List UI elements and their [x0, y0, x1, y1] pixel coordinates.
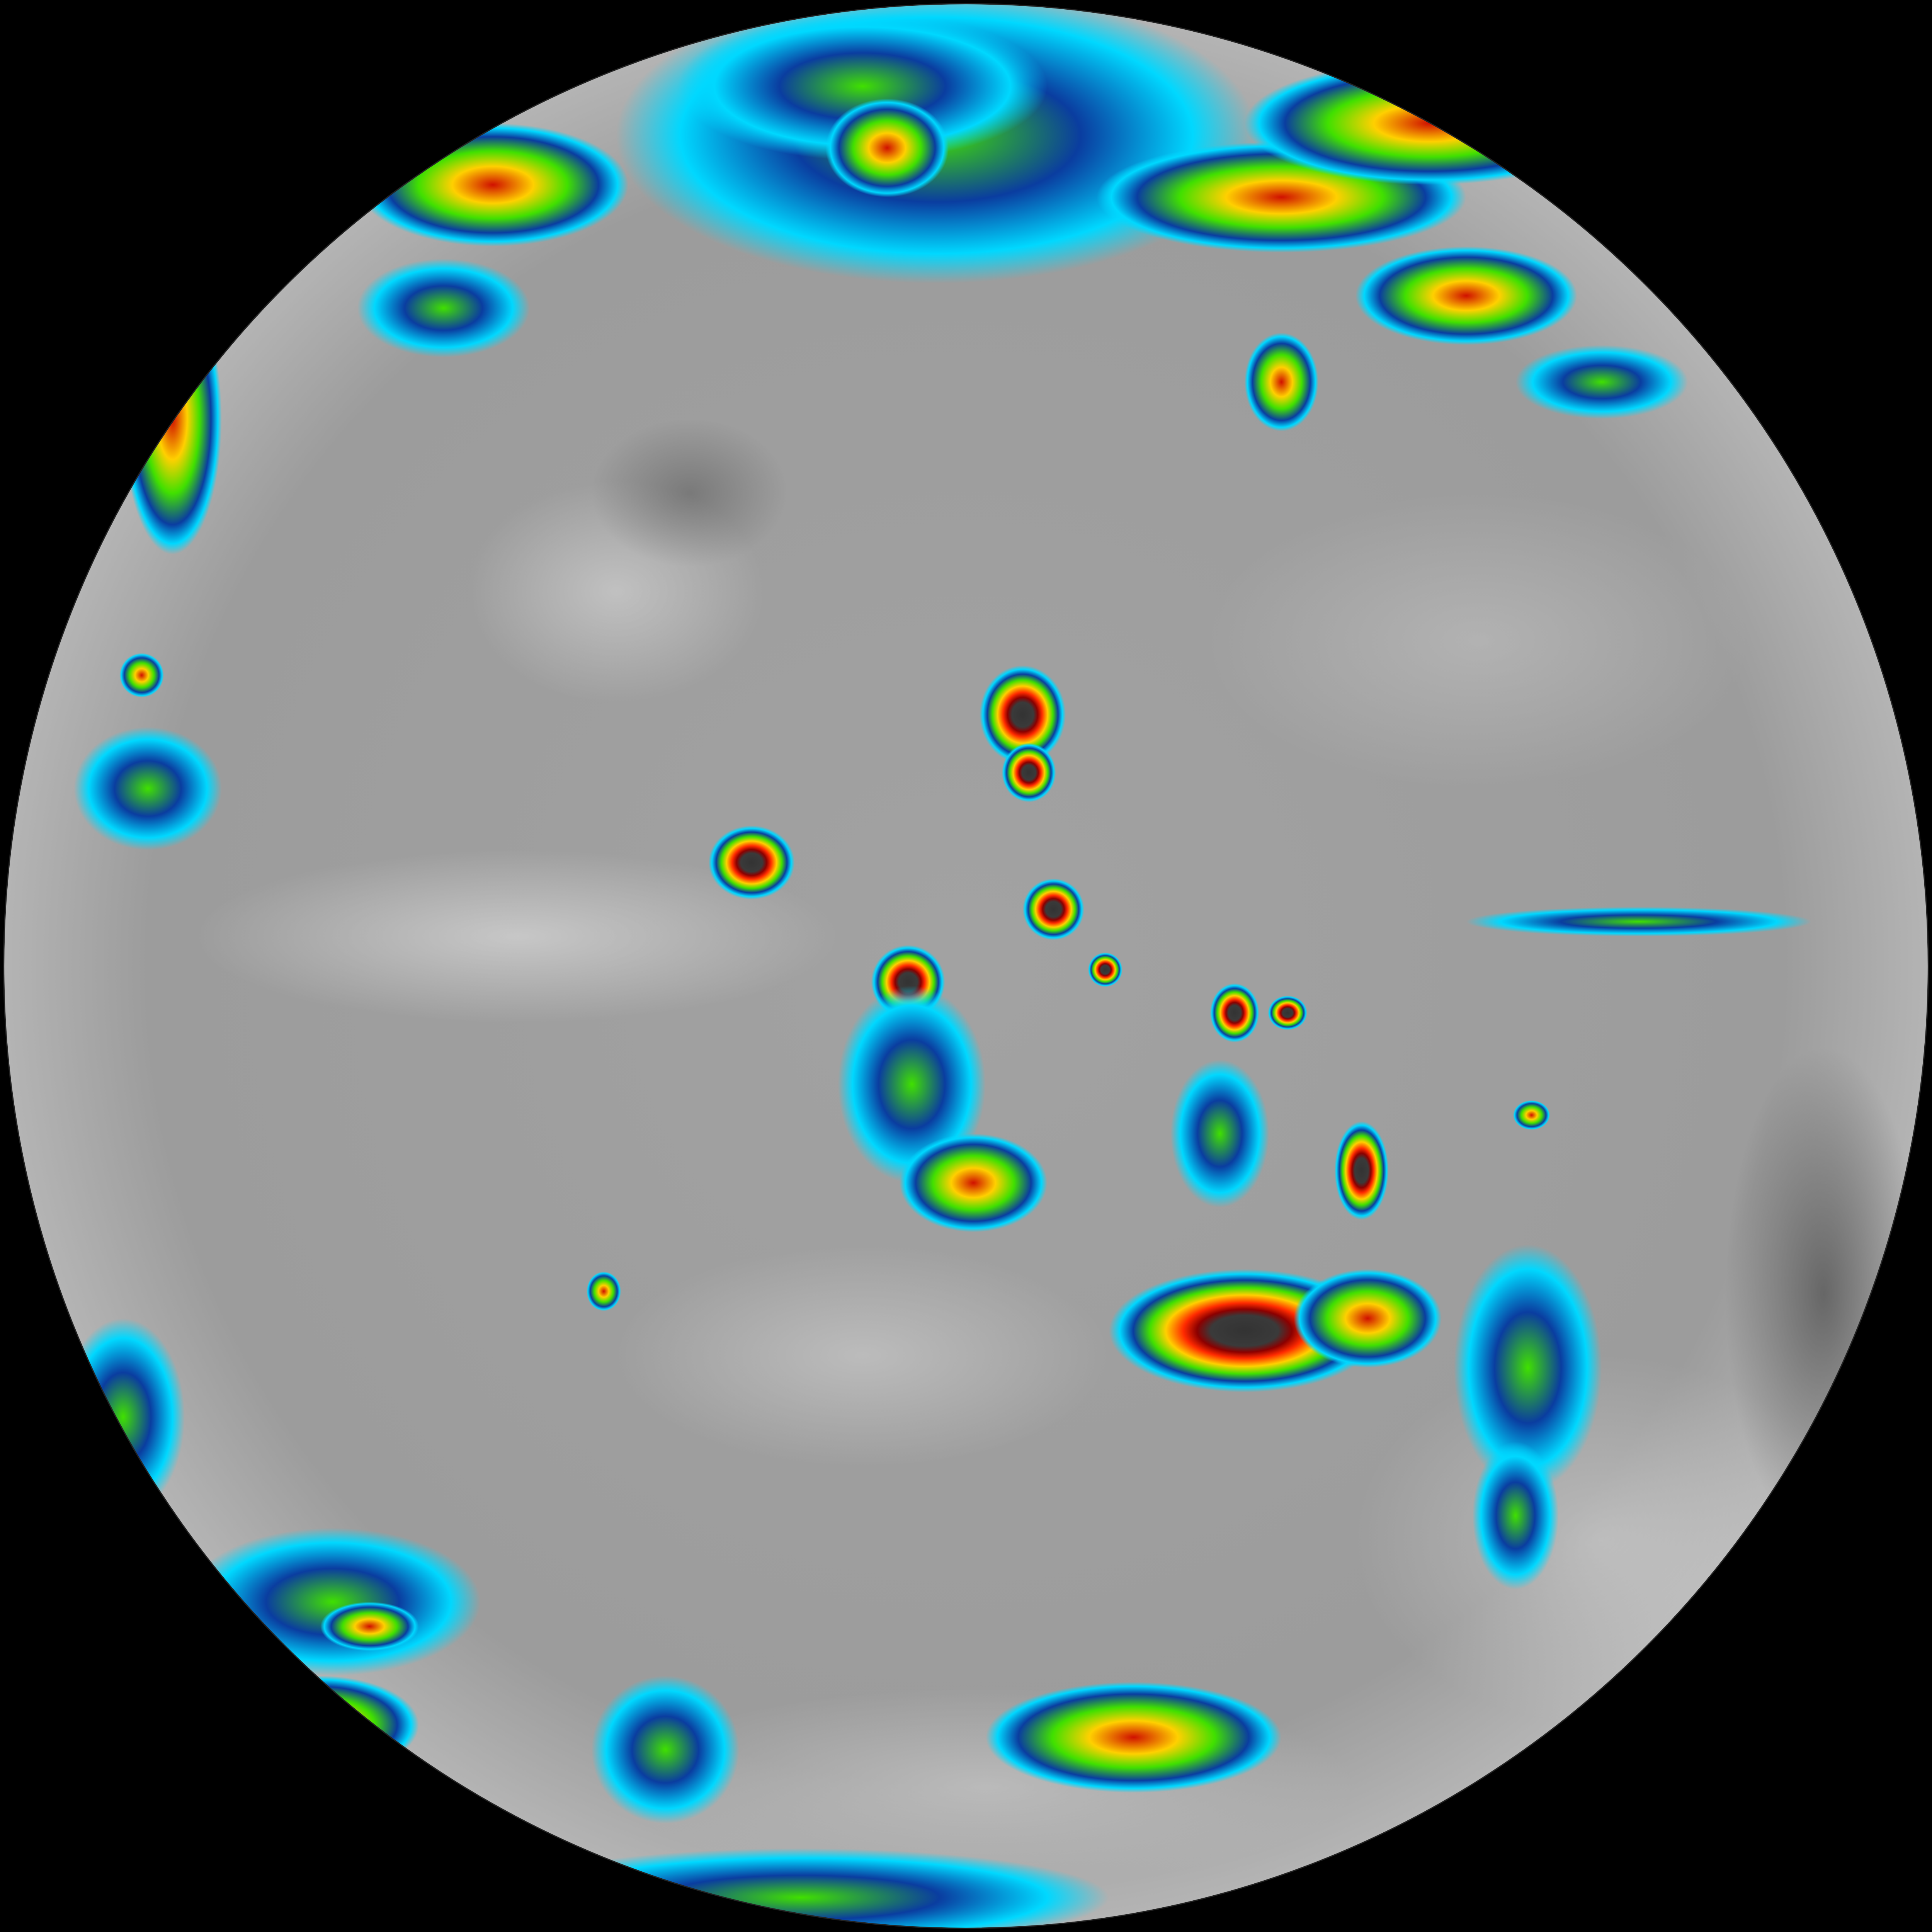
cloud-field [61, 3, 1922, 1929]
